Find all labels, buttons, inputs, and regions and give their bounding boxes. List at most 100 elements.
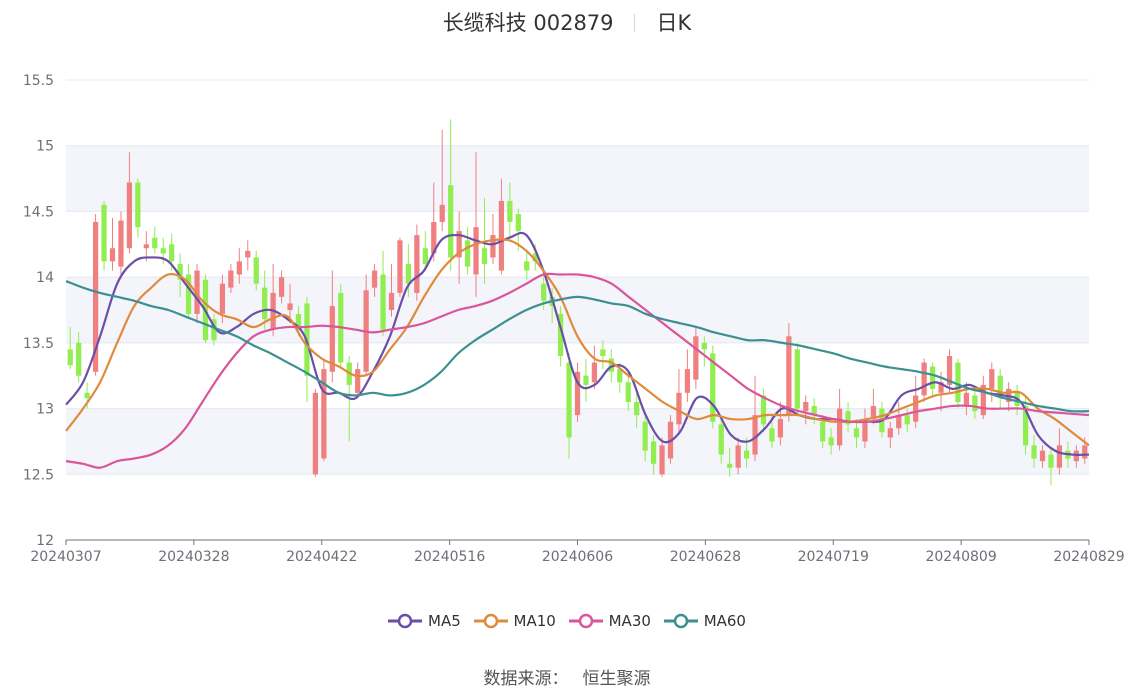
legend-circle xyxy=(483,613,498,629)
candle xyxy=(135,178,141,238)
y-tick-label: 13 xyxy=(36,402,54,418)
candle-body xyxy=(794,349,800,409)
candle-body xyxy=(329,306,335,372)
candle-body xyxy=(118,220,124,267)
candle xyxy=(929,362,936,399)
candle xyxy=(1031,434,1037,468)
candlestick-chart: 12 12.5 13 13.5 14 14.5 15 15.5 20240307 20240328… xyxy=(23,73,1125,565)
candle-body xyxy=(287,303,293,310)
candle xyxy=(693,327,699,389)
candle xyxy=(355,362,361,396)
candle xyxy=(321,358,327,462)
series-line-ma5 xyxy=(65,231,1090,456)
candle-body xyxy=(431,221,437,254)
source-value: 恒生聚源 xyxy=(582,669,651,689)
candle xyxy=(566,353,572,459)
series-line-ma60 xyxy=(65,280,1090,413)
candle-body xyxy=(456,231,462,258)
candle-body xyxy=(160,248,166,254)
period-label[interactable]: 日K xyxy=(656,11,692,35)
x-tick-label: 20240628 xyxy=(670,549,741,565)
candle-body xyxy=(997,375,1003,399)
candle-body xyxy=(464,240,471,267)
grid-band xyxy=(66,277,1089,343)
candle xyxy=(278,270,285,304)
candle-body xyxy=(152,237,158,249)
candle-body xyxy=(532,253,538,262)
candle-body xyxy=(211,319,217,341)
candle xyxy=(676,369,682,435)
candle xyxy=(718,419,724,464)
legend-item-ma30[interactable]: MA30 xyxy=(568,612,651,630)
candle-body xyxy=(143,244,149,249)
candle-body xyxy=(253,257,259,284)
candle-body xyxy=(76,342,82,376)
candle-body xyxy=(371,270,378,288)
candle-body xyxy=(515,214,521,232)
candle xyxy=(143,231,149,262)
candle-body xyxy=(219,283,226,314)
candle xyxy=(228,264,234,293)
candle-body xyxy=(388,292,395,310)
legend-item-ma5[interactable]: MA5 xyxy=(388,612,461,630)
candle-body xyxy=(278,277,285,297)
candle-body xyxy=(135,182,141,228)
x-tick-label: 20240422 xyxy=(286,549,357,565)
source-label: 数据来源： xyxy=(483,669,569,689)
legend-item-ma60[interactable]: MA60 xyxy=(663,612,746,630)
legend-label: MA10 xyxy=(513,612,556,630)
candle xyxy=(152,227,158,254)
series-line-ma30 xyxy=(65,272,1090,469)
legend-item-ma10[interactable]: MA10 xyxy=(473,612,556,630)
candle-body xyxy=(380,274,386,330)
candle-body xyxy=(1022,405,1029,446)
candle xyxy=(862,408,868,448)
candle xyxy=(76,332,82,383)
candle xyxy=(1048,448,1054,485)
candle-body xyxy=(169,244,175,262)
candle-body xyxy=(574,371,581,416)
title-separator xyxy=(633,14,635,32)
legend-label: MA30 xyxy=(608,612,651,630)
candle xyxy=(101,200,107,271)
x-tick-label: 20240307 xyxy=(30,549,101,565)
candle-body xyxy=(836,408,843,446)
candle-body xyxy=(126,182,133,249)
candle-body xyxy=(490,235,496,258)
candle xyxy=(803,395,809,425)
candle-body xyxy=(92,221,99,372)
legend-circle xyxy=(578,613,593,629)
candle xyxy=(414,224,420,301)
candle xyxy=(185,264,192,320)
candle-body xyxy=(769,428,775,442)
candle-body xyxy=(321,369,327,459)
candle xyxy=(1056,428,1063,475)
candle xyxy=(946,349,953,393)
candle-body xyxy=(853,428,860,438)
candle-body xyxy=(803,402,809,412)
candle-body xyxy=(946,356,953,385)
candle xyxy=(67,327,73,370)
candle xyxy=(405,244,412,297)
candle xyxy=(650,434,657,475)
candle xyxy=(634,392,640,429)
legend-marker-icon xyxy=(568,613,603,629)
candle-body xyxy=(566,362,572,438)
candle-body xyxy=(870,405,877,420)
candle xyxy=(126,152,133,254)
candle-body xyxy=(84,392,90,399)
candle-body xyxy=(625,382,631,402)
candle-body xyxy=(617,369,623,383)
candle-body xyxy=(989,369,995,389)
legend-label: MA60 xyxy=(703,612,746,630)
candle xyxy=(211,313,217,346)
candle xyxy=(659,437,665,477)
legend-marker-icon xyxy=(663,613,698,629)
candle xyxy=(574,362,581,422)
candle xyxy=(811,398,817,425)
candle-body xyxy=(913,395,919,422)
candle-body xyxy=(938,382,944,393)
candle xyxy=(591,345,598,389)
candle-body xyxy=(448,185,454,258)
grid-band xyxy=(66,145,1089,212)
